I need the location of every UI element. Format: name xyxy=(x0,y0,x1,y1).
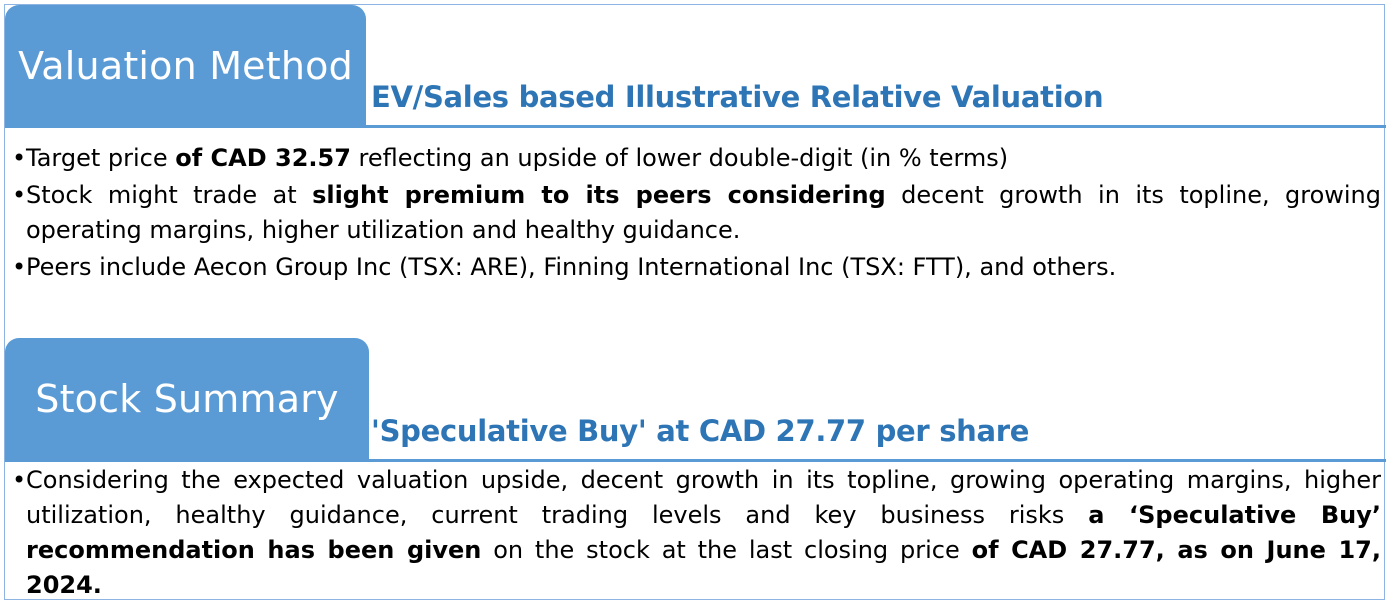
stock-summary-tab: Stock Summary xyxy=(5,338,369,459)
stock-summary-tab-label: Stock Summary xyxy=(35,376,339,421)
bullet-text: Peers include Aecon Group Inc (TSX: ARE)… xyxy=(26,253,1117,281)
bullet-text-bold: a ‘Speculative Buy’ recommendation has b… xyxy=(26,501,1381,564)
summary-subheading: 'Speculative Buy' at CAD 27.77 per share xyxy=(371,414,1030,448)
bullet-item: • Target price of CAD 32.57 reflecting an… xyxy=(12,141,1381,176)
bullet-icon: • xyxy=(12,466,27,494)
summary-divider xyxy=(5,459,1386,462)
content-frame xyxy=(4,4,1385,600)
bullet-text: Stock might trade at xyxy=(26,181,313,209)
bullet-text: on the stock at the last closing price xyxy=(481,536,972,564)
bullet-text: Target price xyxy=(26,144,176,172)
summary-bullet-list: • Considering the expected valuation upsi… xyxy=(12,463,1381,605)
bullet-text-bold: slight premium to its peers considering xyxy=(312,181,886,209)
bullet-item: • Peers include Aecon Group Inc (TSX: ARE… xyxy=(12,250,1381,285)
bullet-text: Considering the expected valuation upsid… xyxy=(26,466,1381,529)
bullet-icon: • xyxy=(12,144,27,172)
bullet-text-bold: of CAD 32.57 xyxy=(175,144,351,172)
bullet-text: reflecting an upside of lower double-dig… xyxy=(350,144,1009,172)
bullet-item: • Stock might trade at slight premium to … xyxy=(12,178,1381,248)
bullet-icon: • xyxy=(12,181,27,209)
bullet-text: decent growth in its topline, growing op… xyxy=(26,181,1381,244)
valuation-divider xyxy=(5,125,1386,128)
valuation-method-tab-label: Valuation Method xyxy=(18,43,353,88)
bullet-text-bold: of CAD 27.77, as on June 17, 2024. xyxy=(26,536,1381,599)
bullet-icon: • xyxy=(12,253,27,281)
valuation-method-tab: Valuation Method xyxy=(5,5,366,126)
valuation-subheading: EV/Sales based Illustrative Relative Val… xyxy=(371,80,1104,114)
valuation-bullet-list: • Target price of CAD 32.57 reflecting an… xyxy=(12,141,1381,287)
bullet-item: • Considering the expected valuation upsi… xyxy=(12,463,1381,603)
